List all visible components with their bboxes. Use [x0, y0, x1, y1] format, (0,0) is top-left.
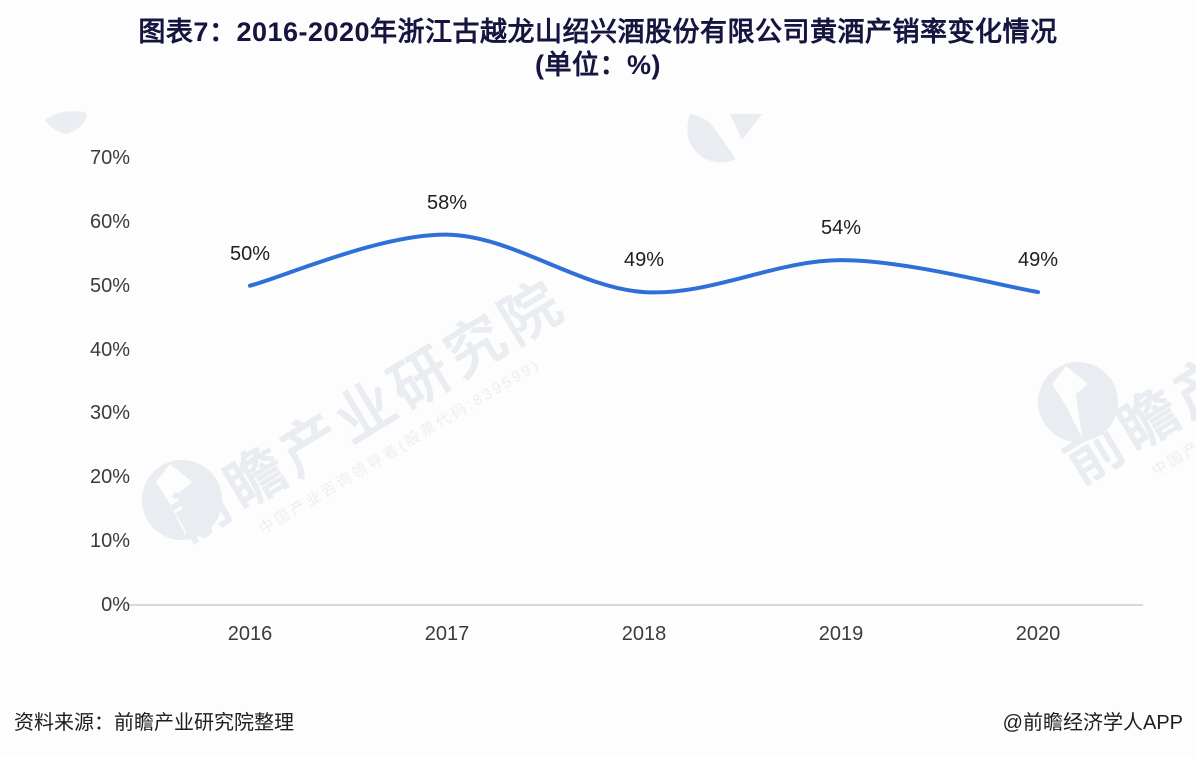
chart-title-line1: 图表7：2016-2020年浙江古越龙山绍兴酒股份有限公司黄酒产销率变化情况	[138, 17, 1058, 47]
app-credit-note: @前瞻经济学人APP	[1002, 712, 1183, 734]
data-label-2017: 58%	[426, 191, 468, 214]
y-tick-10: 10%	[89, 530, 130, 553]
data-series-line	[248, 232, 1040, 295]
y-tick-0: 0%	[101, 594, 130, 616]
data-label-2020: 49%	[1017, 249, 1059, 272]
data-label-2016: 50%	[229, 242, 271, 265]
data-source-note: 资料来源：前瞻产业研究院整理	[14, 712, 294, 734]
y-tick-30: 30%	[89, 402, 130, 425]
chart-title: 图表7：2016-2020年浙江古越龙山绍兴酒股份有限公司黄酒产销率变化情况 (…	[0, 16, 1196, 82]
x-tick-2020: 2020	[1015, 623, 1061, 645]
x-tick-2016: 2016	[227, 623, 273, 645]
data-label-2018: 49%	[623, 249, 665, 272]
y-tick-60: 60%	[89, 210, 130, 233]
x-tick-2019: 2019	[818, 623, 864, 645]
x-tick-2018: 2018	[621, 623, 667, 645]
data-label-2019: 54%	[820, 217, 862, 240]
y-tick-40: 40%	[89, 338, 130, 361]
y-tick-70: 70%	[89, 146, 130, 169]
y-tick-20: 20%	[89, 466, 130, 489]
y-tick-50: 50%	[89, 274, 130, 297]
x-tick-2017: 2017	[424, 623, 470, 645]
chart-title-unit: (单位：%)	[535, 50, 661, 80]
